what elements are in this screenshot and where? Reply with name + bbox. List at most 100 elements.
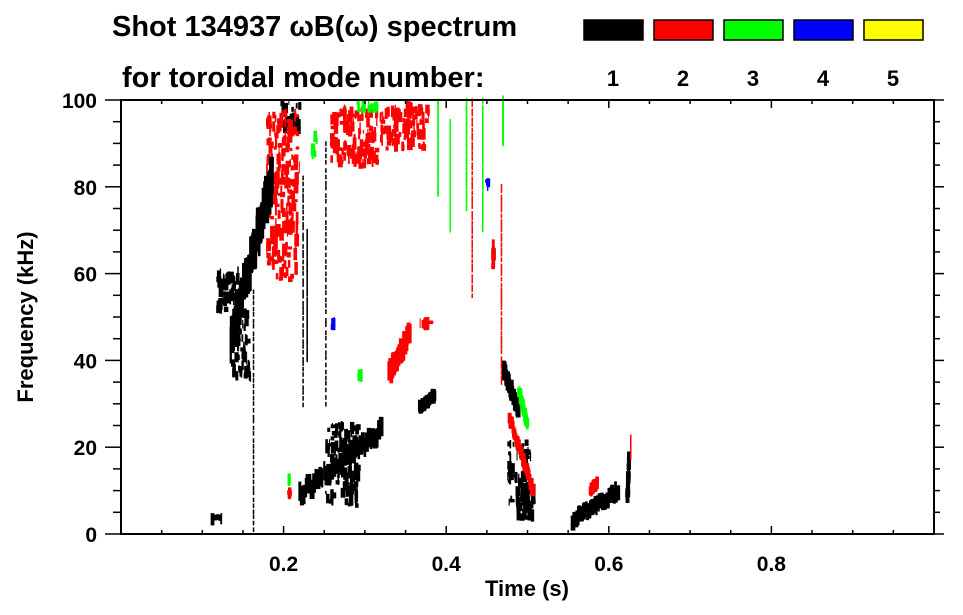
mode-2-speck — [270, 226, 275, 239]
mode-1-streak-segment — [306, 302, 308, 308]
mode-1-streak-segment — [252, 425, 255, 431]
mode-1-streak-segment — [331, 460, 334, 480]
mode-3-streak-segment — [449, 167, 452, 173]
mode-3-streak-segment — [482, 205, 484, 211]
mode-2-streak-segment — [500, 184, 503, 189]
mode-2-speck — [272, 121, 276, 132]
mode-2-speck — [266, 117, 271, 129]
mode-2-patch — [265, 108, 300, 283]
mode-2-speck — [278, 143, 280, 156]
mode-2-speck — [295, 131, 300, 137]
mode-2-speck — [412, 114, 415, 126]
mode-3-streak-segment — [449, 118, 452, 124]
mode-3-streak-segment — [449, 195, 452, 201]
mode-2-speck — [274, 172, 280, 177]
mode-1-streak-segment — [325, 245, 327, 251]
mode-3-streak-segment — [482, 221, 484, 226]
mode-1-speck — [350, 480, 354, 488]
mode-2-speck — [352, 118, 354, 127]
mode-1-streak-segment — [321, 468, 324, 488]
mode-2-speck — [347, 151, 350, 163]
mode-1-speck — [244, 365, 250, 378]
mode-1-streak-segment — [627, 460, 631, 468]
mode-2-speck — [364, 154, 367, 165]
mode-1-speck — [327, 427, 331, 432]
mode-2-streak-segment — [471, 243, 473, 248]
mode-2-streak-segment — [500, 219, 503, 224]
mode-2-streak-segment — [471, 162, 473, 167]
mode-1-speck — [516, 450, 518, 461]
mode-2-speck — [287, 189, 292, 193]
mode-1-streak-segment — [252, 490, 255, 496]
mode-2-streak-segment — [500, 292, 503, 297]
mode-2-speck — [270, 216, 275, 220]
mode-3-streak-segment — [437, 104, 439, 110]
mode-1-speck — [347, 430, 351, 442]
mode-2-speck — [290, 273, 295, 279]
mode-1-streak-segment — [299, 486, 304, 506]
legend-label-mode-1: 1 — [607, 66, 619, 91]
mode-1-streak-segment — [325, 252, 327, 258]
mode-2-speck — [287, 276, 293, 283]
mode-3-streak-segment — [465, 195, 468, 201]
mode-1-speck — [233, 340, 239, 348]
mode-1-streak-segment — [306, 247, 308, 253]
mode-1-streak-segment — [252, 473, 255, 479]
mode-1-speck — [244, 318, 249, 327]
mode-1-streak-segment — [338, 452, 343, 473]
mode-2-speck — [372, 133, 377, 142]
mode-1-speck — [216, 270, 221, 283]
mode-3-streak-segment — [449, 225, 452, 231]
mode-1-streak-segment — [302, 396, 304, 401]
mode-3-streak-segment — [465, 180, 468, 186]
mode-3-streak-segment — [482, 181, 484, 187]
mode-2-speck — [371, 126, 374, 133]
mode-2-speck — [365, 108, 369, 114]
mode-2-speck — [286, 177, 291, 185]
mode-1-streak — [417, 388, 437, 414]
mode-3-streak-segment — [449, 136, 452, 142]
mode-2-speck — [274, 206, 277, 216]
mode-3-streak-segment — [482, 209, 484, 214]
mode-1-streak-segment — [302, 204, 304, 210]
mode-2-speck — [411, 137, 414, 145]
mode-2-speck — [276, 179, 278, 184]
mode-2-patch — [379, 101, 430, 152]
mode-2-streak-segment — [500, 364, 503, 369]
mode-1-speck — [210, 513, 215, 526]
mode-2-speck — [280, 204, 283, 214]
mode-3-streak-segment — [482, 166, 484, 172]
mode-2-speck — [272, 245, 274, 259]
mode-1-streak-segment — [325, 220, 327, 225]
mode-1-streak-segment — [305, 474, 311, 494]
mode-1-speck — [297, 126, 301, 135]
mode-3-speck — [370, 103, 375, 107]
mode-3-streak-segment — [482, 159, 484, 165]
mode-1-speck — [524, 451, 529, 462]
mode-2-speck — [392, 133, 394, 147]
mode-1-streak-segment — [252, 449, 255, 454]
mode-2-speck — [352, 113, 356, 118]
mode-1-speck — [342, 481, 346, 489]
mode-2-speck — [491, 262, 496, 270]
mode-2-streak-segment — [500, 370, 503, 375]
mode-3-streak-segment — [465, 127, 468, 133]
mode-1-speck — [234, 352, 239, 363]
mode-2-streak-segment — [471, 253, 473, 258]
mode-2-speck — [283, 220, 287, 234]
mode-2-speck — [279, 151, 281, 158]
mode-1-speck — [342, 422, 344, 430]
mode-1-speck — [344, 498, 349, 506]
mode-1-streak-segment — [306, 289, 308, 295]
mode-1-streak-segment — [326, 466, 330, 486]
mode-1-streak-segment — [252, 389, 255, 395]
mode-1-speck — [237, 266, 239, 277]
mode-1-speck — [243, 341, 245, 348]
mode-1-speck — [518, 502, 523, 512]
mode-1-streak-segment — [302, 390, 304, 395]
mode-2-speck — [287, 132, 293, 143]
mode-1-speck — [213, 514, 218, 521]
mode-2-streak-segment — [500, 349, 503, 354]
mode-1-streak-segment — [325, 225, 327, 231]
mode-1-streak-segment — [302, 385, 304, 391]
